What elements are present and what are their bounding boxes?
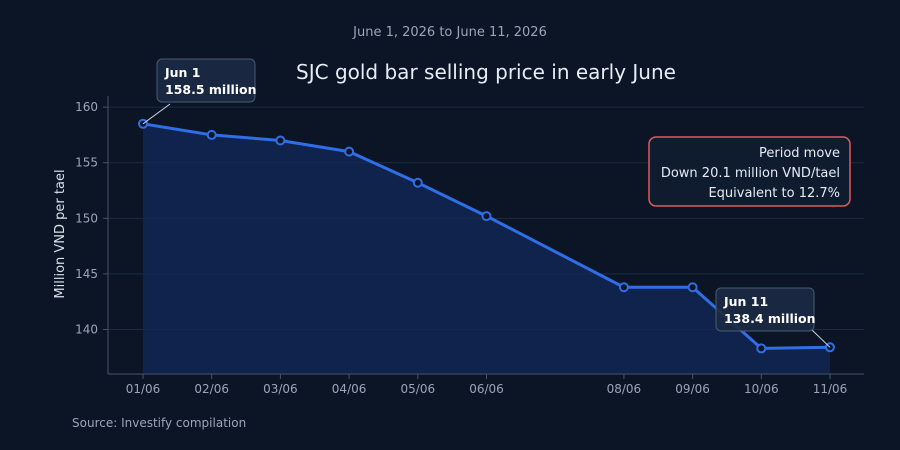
info-box-line-2: Down 20.1 million VND/tael xyxy=(661,166,840,181)
chart-title: SJC gold bar selling price in early June xyxy=(296,60,676,84)
chart-subtitle: June 1, 2026 to June 11, 2026 xyxy=(352,25,547,40)
x-tick-label: 06/06 xyxy=(469,382,504,396)
y-tick-labels: 140 145 150 155 160 xyxy=(75,100,108,337)
y-tick-label: 145 xyxy=(75,267,98,281)
x-tick-label: 05/06 xyxy=(401,382,436,396)
info-box: Period move Down 20.1 million VND/tael E… xyxy=(648,136,851,207)
data-point xyxy=(344,146,355,157)
data-points xyxy=(138,118,835,354)
x-tick-label: 03/06 xyxy=(263,382,298,396)
y-axis-title: Million VND per tael xyxy=(53,169,68,298)
y-tick-label: 160 xyxy=(75,100,98,114)
callout-leader xyxy=(142,103,171,125)
callout-box xyxy=(715,287,815,332)
data-point xyxy=(275,135,286,146)
x-tick-labels: 01/06 02/06 03/06 04/06 05/06 06/06 08/06 09/06… xyxy=(126,374,848,396)
data-point xyxy=(756,343,767,354)
data-point xyxy=(412,177,423,188)
y-tick-label: 140 xyxy=(75,323,98,337)
callout-box xyxy=(156,58,256,103)
x-tick-label: 04/06 xyxy=(332,382,367,396)
data-point xyxy=(618,282,629,293)
x-tick-label: 01/06 xyxy=(126,382,161,396)
data-point xyxy=(206,129,217,140)
info-box-line-3: Equivalent to 12.7% xyxy=(708,186,840,201)
data-point xyxy=(687,282,698,293)
callouts: Jun 1 158.5 million Jun 11 138.4 million xyxy=(142,58,831,348)
y-tick-label: 150 xyxy=(75,211,98,225)
info-box-line-1: Period move xyxy=(759,146,840,161)
callout-value: 158.5 million xyxy=(165,82,257,97)
callout-leader xyxy=(811,329,831,348)
data-point xyxy=(481,211,492,222)
y-tick-label: 155 xyxy=(75,156,98,170)
x-tick-label: 10/06 xyxy=(744,382,779,396)
x-tick-label: 08/06 xyxy=(607,382,642,396)
source-note: Source: Investify compilation xyxy=(72,416,246,430)
callout-date: Jun 11 xyxy=(723,294,768,309)
area-fill xyxy=(143,123,830,374)
info-box-frame xyxy=(648,136,851,207)
callout-date: Jun 1 xyxy=(164,65,201,80)
x-tick-label: 02/06 xyxy=(194,382,229,396)
x-tick-label: 11/06 xyxy=(813,382,848,396)
callout-value: 138.4 million xyxy=(724,311,816,326)
x-tick-label: 09/06 xyxy=(675,382,710,396)
